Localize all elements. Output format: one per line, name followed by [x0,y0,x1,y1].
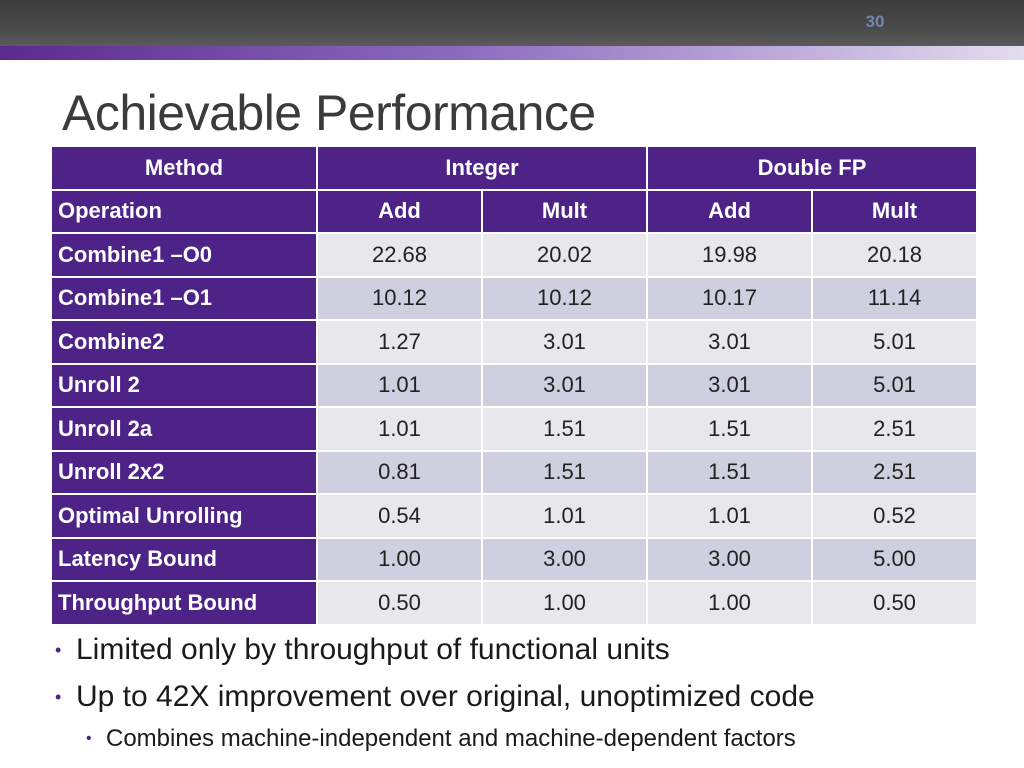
header-double-fp: Double FP [648,147,977,189]
table-cell: 1.51 [483,451,647,493]
slide-title: Achievable Performance [62,85,596,141]
bullet-icon: • [55,687,62,707]
sub-bullet-text: Combines machine-independent and machine… [106,725,796,752]
table-cell: 3.01 [483,321,647,363]
table-cell: 3.01 [648,321,812,363]
table-row: Throughput Bound 0.50 1.00 1.00 0.50 [52,582,977,624]
table-cell: 0.50 [318,582,481,624]
performance-table: Method Integer Double FP Operation Add M… [50,145,978,626]
table-cell: 5.01 [813,321,977,363]
table-cell: 3.00 [648,538,812,580]
table-row: Unroll 2 1.01 3.01 3.01 5.01 [52,364,977,406]
table-row: Combine1 –O0 22.68 20.02 19.98 20.18 [52,234,977,276]
table-cell: 10.12 [318,277,481,319]
table-cell: 1.00 [483,582,647,624]
header-method: Method [52,147,316,189]
table-cell: 3.00 [483,538,647,580]
sub-bullet-item: • Combines machine-independent and machi… [55,722,1015,756]
table-cell: 5.00 [813,538,977,580]
header-integer: Integer [318,147,647,189]
table-cell: 19.98 [648,234,812,276]
table-cell: 1.00 [318,538,481,580]
table-cell: 1.51 [648,451,812,493]
row-label: Combine2 [52,321,316,363]
header-integer-add: Add [318,190,481,232]
table-row: Combine1 –O1 10.12 10.12 10.17 11.14 [52,277,977,319]
table-row: Latency Bound 1.00 3.00 3.00 5.00 [52,538,977,580]
table-row: Combine2 1.27 3.01 3.01 5.01 [52,321,977,363]
table-cell: 0.81 [318,451,481,493]
bullet-item: • Up to 42X improvement over original, u… [55,675,1015,722]
row-label: Throughput Bound [52,582,316,624]
table-cell: 1.51 [483,408,647,450]
bullet-icon: • [86,730,92,747]
table-row: Unroll 2x2 0.81 1.51 1.51 2.51 [52,451,977,493]
table-cell: 1.51 [648,408,812,450]
table-row: Optimal Unrolling 0.54 1.01 1.01 0.52 [52,495,977,537]
bullet-text: Limited only by throughput of functional… [76,633,670,666]
table-cell: 1.00 [648,582,812,624]
row-label: Unroll 2 [52,364,316,406]
top-bar [0,0,1024,46]
table-cell: 3.01 [483,364,647,406]
table-cell: 20.02 [483,234,647,276]
table-cell: 10.17 [648,277,812,319]
table-header-row-1: Method Integer Double FP [52,147,977,189]
table-cell: 22.68 [318,234,481,276]
table-cell: 3.01 [648,364,812,406]
table-row: Unroll 2a 1.01 1.51 1.51 2.51 [52,408,977,450]
bullet-text: Up to 42X improvement over original, uno… [76,680,815,713]
table-cell: 0.50 [813,582,977,624]
table-cell: 1.01 [483,495,647,537]
table-cell: 1.01 [318,408,481,450]
row-label: Latency Bound [52,538,316,580]
table-cell: 1.27 [318,321,481,363]
slide-number: 30 [865,12,885,31]
table-cell: 10.12 [483,277,647,319]
table-cell: 11.14 [813,277,977,319]
table-header-row-2: Operation Add Mult Add Mult [52,190,977,232]
row-label: Unroll 2a [52,408,316,450]
table-cell: 2.51 [813,451,977,493]
header-fp-mult: Mult [813,190,977,232]
header-operation: Operation [52,190,316,232]
table-cell: 1.01 [318,364,481,406]
bullet-item: • Limited only by throughput of function… [55,628,1015,675]
row-label: Combine1 –O0 [52,234,316,276]
table-cell: 5.01 [813,364,977,406]
row-label: Unroll 2x2 [52,451,316,493]
header-integer-mult: Mult [483,190,647,232]
table-cell: 0.54 [318,495,481,537]
header-fp-add: Add [648,190,812,232]
table-cell: 2.51 [813,408,977,450]
bullet-list: • Limited only by throughput of function… [55,628,1015,756]
row-label: Combine1 –O1 [52,277,316,319]
row-label: Optimal Unrolling [52,495,316,537]
table-cell: 0.52 [813,495,977,537]
table-cell: 20.18 [813,234,977,276]
bullet-icon: • [55,640,62,660]
accent-band [0,46,1024,60]
table-cell: 1.01 [648,495,812,537]
